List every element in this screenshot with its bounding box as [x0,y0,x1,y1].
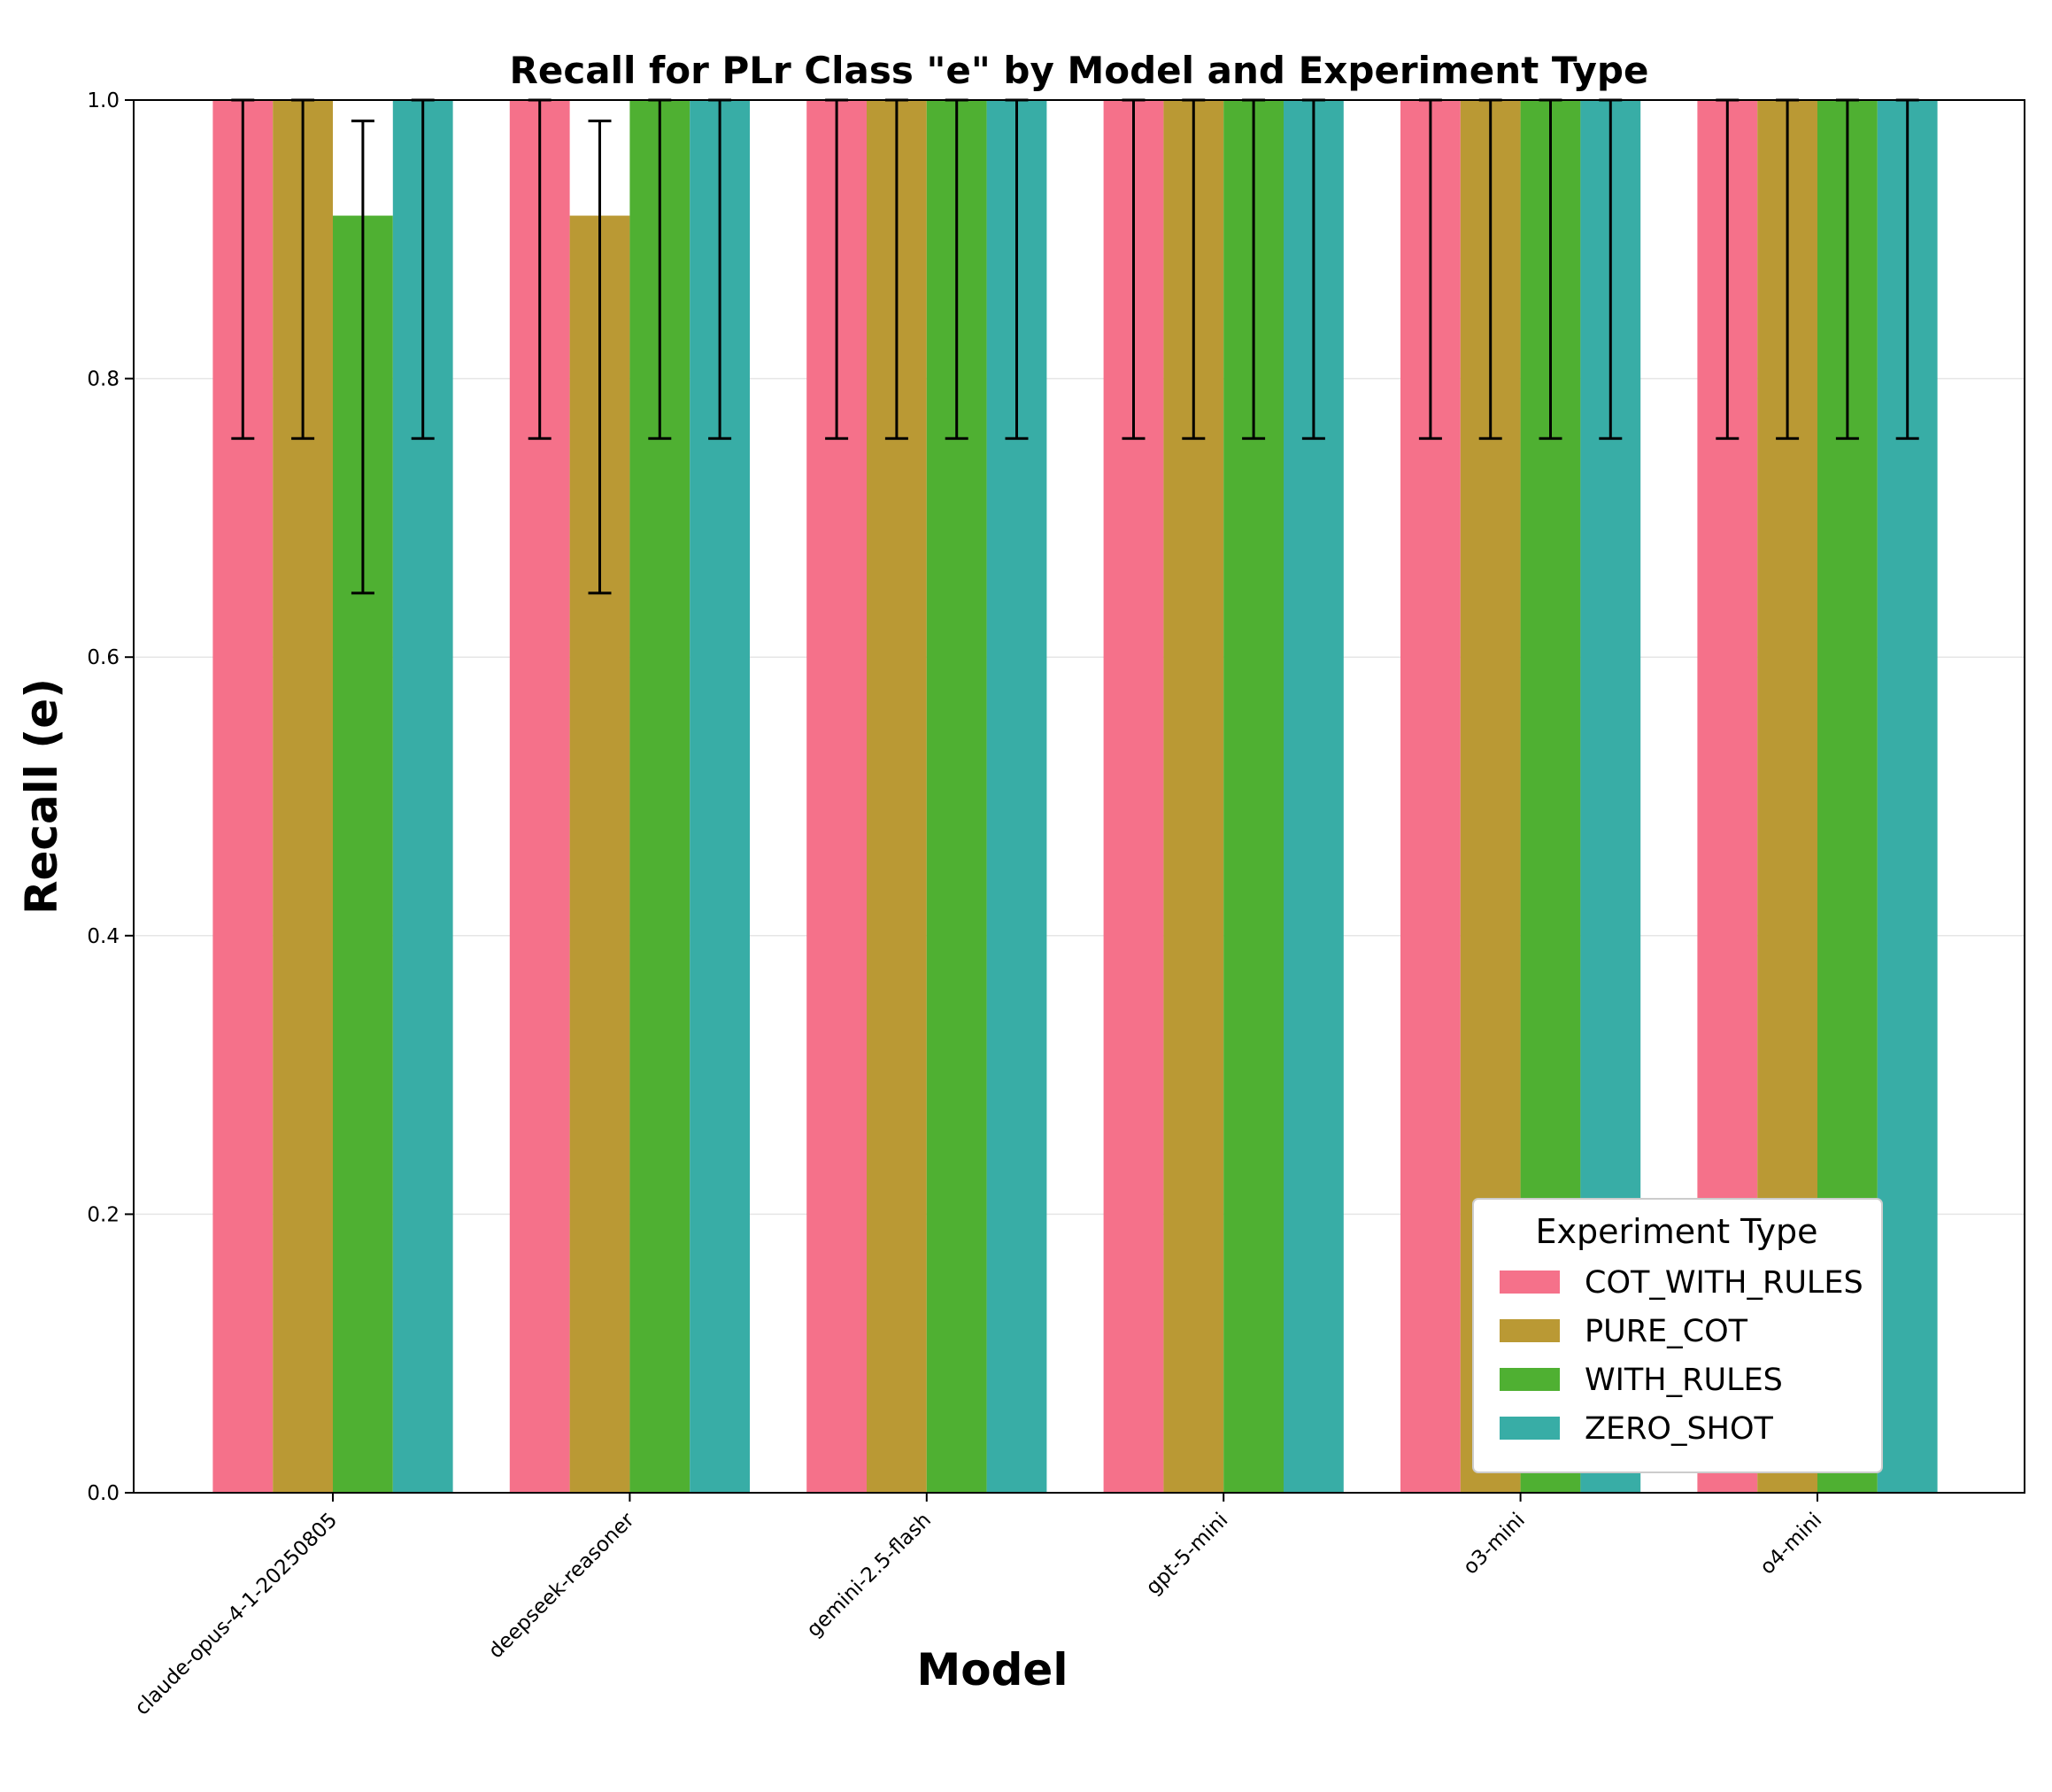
legend-label: WITH_RULES [1585,1363,1783,1398]
y-tick-label: 0.0 [87,1482,120,1505]
legend-swatch-cot-with-rules [1500,1271,1560,1294]
plot-frame [133,99,2025,1494]
y-tick-label: 0.8 [87,368,120,391]
y-tick-label: 0.4 [87,925,120,948]
legend: Experiment Type COT_WITH_RULES PURE_COT WI… [1472,1198,1883,1473]
chart-title: Recall for PLr Class "e" by Model and Ex… [510,49,1649,92]
y-tick-label: 1.0 [87,89,120,112]
legend-swatch-with-rules [1500,1368,1560,1391]
y-tick-label: 0.6 [87,646,120,669]
legend-box [1472,1198,1883,1473]
bars [212,100,1938,1494]
legend-label: PURE_COT [1585,1314,1748,1349]
legend-label: COT_WITH_RULES [1585,1265,1863,1301]
x-axis-label: Model [917,1644,1068,1695]
y-axis-ticks: 0.0 0.2 0.4 0.6 0.8 1.0 [87,89,134,1505]
y-axis-label: Recall (e) [16,678,67,915]
legend-swatch-zero-shot [1500,1417,1560,1440]
legend-title: Experiment Type [1536,1212,1818,1251]
legend-label: ZERO_SHOT [1585,1411,1774,1447]
y-tick-label: 0.2 [87,1203,120,1226]
legend-items: COT_WITH_RULES PURE_COT WITH_RULES ZERO_SHO… [1500,1265,1863,1447]
legend-swatch-pure-cot [1500,1319,1560,1342]
